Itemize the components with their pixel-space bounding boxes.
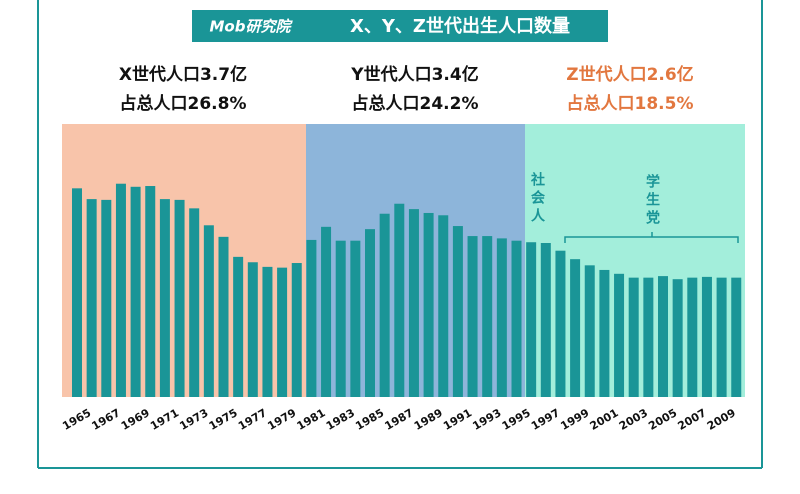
bar bbox=[540, 243, 551, 397]
x-tick-label: 1985 bbox=[353, 406, 386, 433]
x-tick-label: 2001 bbox=[588, 406, 621, 433]
bar bbox=[247, 262, 258, 397]
bar bbox=[731, 277, 742, 397]
bar bbox=[687, 277, 698, 397]
bar bbox=[189, 208, 200, 397]
bar bbox=[438, 215, 449, 397]
group-label: 社会人 bbox=[529, 171, 546, 226]
bar bbox=[555, 250, 566, 397]
bar bbox=[570, 259, 581, 397]
bar bbox=[218, 236, 229, 397]
x-tick-label: 1997 bbox=[529, 406, 562, 433]
bar bbox=[658, 276, 668, 397]
title-banner bbox=[192, 10, 608, 42]
x-tick-label: 2007 bbox=[676, 406, 709, 433]
bar bbox=[86, 199, 97, 397]
x-tick-label: 1969 bbox=[119, 406, 152, 433]
bar bbox=[291, 263, 302, 397]
x-tick-label: 1977 bbox=[236, 406, 269, 433]
x-tick-label: 1987 bbox=[383, 406, 416, 433]
bar bbox=[496, 238, 507, 397]
x-tick-label: 1999 bbox=[558, 406, 591, 433]
bar bbox=[145, 186, 156, 397]
bar bbox=[408, 209, 419, 397]
bar bbox=[628, 277, 639, 397]
x-tick-label: 1995 bbox=[500, 406, 533, 433]
bar bbox=[130, 186, 141, 397]
group-label: 学生党 bbox=[644, 173, 660, 228]
region-label: X世代人口3.7亿 bbox=[119, 64, 247, 85]
group-label: 学生党 bbox=[644, 173, 660, 228]
bar bbox=[101, 199, 112, 397]
x-tick-label: 1991 bbox=[441, 406, 474, 433]
x-tick-label: 1983 bbox=[324, 406, 357, 433]
bar bbox=[614, 273, 625, 397]
bar bbox=[174, 199, 185, 397]
bar bbox=[365, 229, 375, 397]
x-tick-label: 1973 bbox=[177, 406, 210, 433]
bar bbox=[452, 226, 463, 397]
region-label: Z世代人口2.6亿 bbox=[566, 64, 693, 85]
bar bbox=[672, 279, 683, 397]
brand: Mob研究院 bbox=[210, 18, 294, 36]
bar bbox=[203, 225, 214, 397]
x-tick-label: 1971 bbox=[148, 406, 181, 433]
bar bbox=[482, 236, 493, 397]
region-label: 占总人口24.2% bbox=[352, 93, 479, 114]
bar bbox=[159, 199, 170, 397]
region-label: 占总人口18.5% bbox=[567, 93, 694, 114]
bar bbox=[277, 267, 288, 397]
x-tick-label: 1965 bbox=[60, 406, 93, 433]
bar bbox=[262, 266, 273, 397]
bar bbox=[335, 240, 346, 397]
x-tick-label: 2005 bbox=[646, 406, 679, 433]
chart-title: X、Y、Z世代出生人口数量 bbox=[350, 15, 570, 37]
x-tick-label: 1993 bbox=[470, 406, 503, 433]
bar bbox=[115, 183, 126, 397]
bar bbox=[350, 240, 361, 397]
bar bbox=[511, 240, 522, 397]
bar bbox=[643, 277, 654, 397]
bar bbox=[584, 265, 595, 397]
bar bbox=[306, 239, 317, 397]
x-tick-label: 1967 bbox=[90, 406, 123, 433]
bar bbox=[72, 188, 82, 397]
bar bbox=[526, 242, 537, 397]
bar bbox=[599, 269, 610, 397]
bar bbox=[716, 277, 727, 397]
bar bbox=[394, 203, 405, 397]
bar bbox=[423, 212, 434, 397]
region-label: 占总人口26.8% bbox=[120, 93, 247, 114]
x-tick-label: 1979 bbox=[265, 406, 298, 433]
region-label: Y世代人口3.4亿 bbox=[350, 64, 478, 85]
bar bbox=[701, 276, 712, 397]
x-tick-label: 1975 bbox=[207, 406, 240, 433]
x-tick-label: 2003 bbox=[617, 406, 650, 433]
x-tick-label: 2009 bbox=[705, 406, 738, 433]
x-tick-label: 1981 bbox=[295, 406, 328, 433]
bar bbox=[233, 256, 244, 397]
bar bbox=[467, 236, 478, 397]
x-tick-label: 1989 bbox=[412, 406, 445, 433]
bracket bbox=[564, 232, 739, 243]
bar bbox=[379, 213, 390, 397]
group-label: 社会人 bbox=[529, 171, 546, 226]
bar bbox=[321, 226, 332, 397]
